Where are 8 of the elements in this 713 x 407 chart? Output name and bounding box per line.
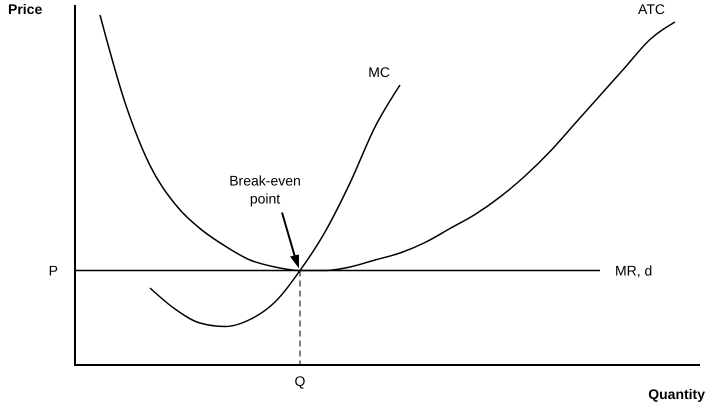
series-label: MR, d	[615, 262, 652, 278]
text: P	[48, 262, 58, 278]
text: Q	[294, 373, 306, 389]
annotation: Break-even point	[229, 172, 301, 206]
series-label: MC	[368, 64, 390, 80]
x-axis-title: Quantity	[648, 386, 706, 402]
y-axis-title: Price	[8, 1, 42, 17]
series-label: ATC	[638, 1, 665, 17]
